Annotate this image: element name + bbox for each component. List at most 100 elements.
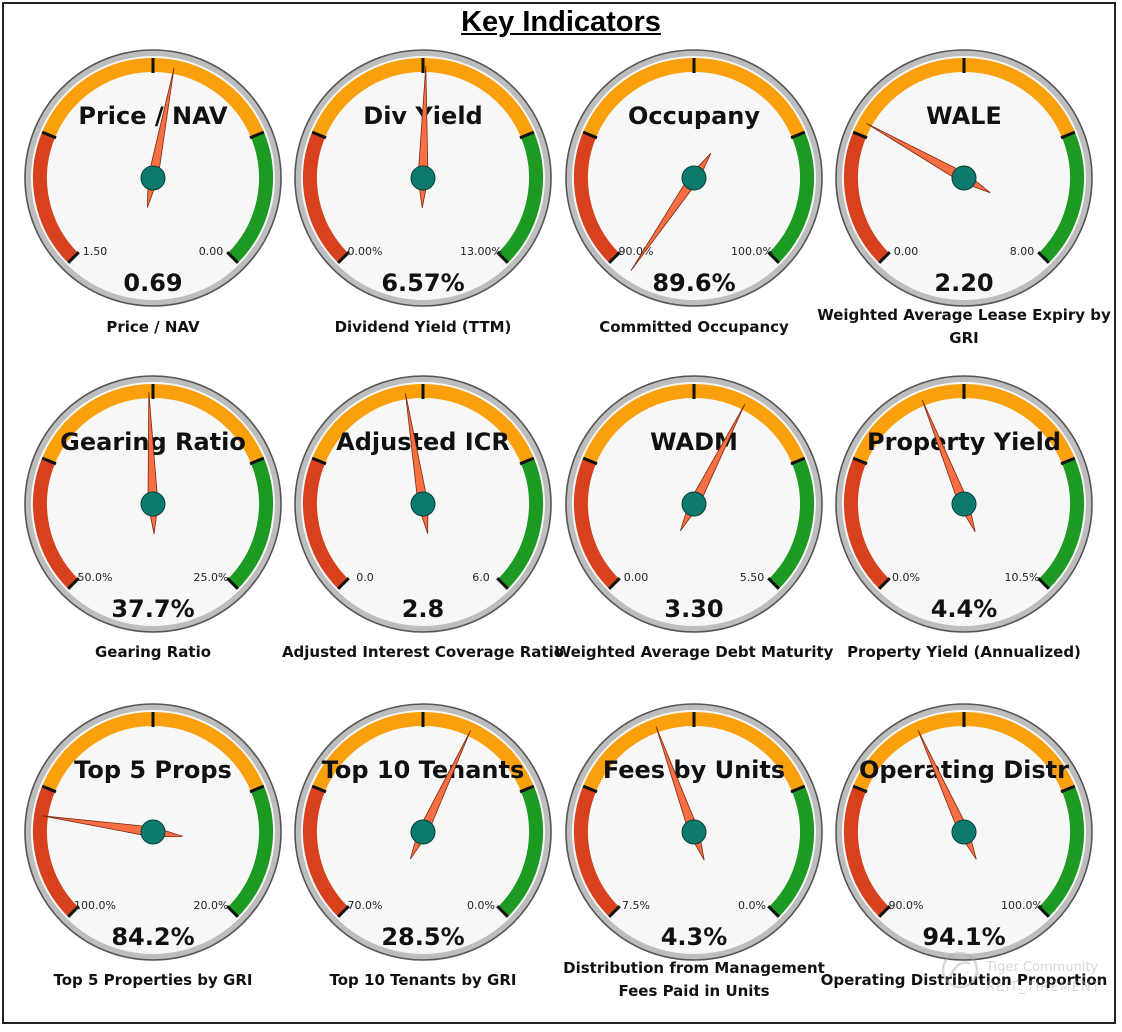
gauge-value: 4.3%: [661, 923, 728, 951]
gauge-tick: [226, 905, 239, 918]
gauge-band-red: [844, 787, 890, 917]
gauge-label: WALE: [926, 102, 1002, 130]
watermark-line-1: Tiger Community: [986, 960, 1099, 975]
gauge-tick: [337, 577, 350, 590]
gauge-min-label: 0.00: [894, 245, 919, 258]
gauge-1: Price / NAV 1.50 0.00 0.69 Price / NAV: [18, 48, 288, 378]
gauge-tick: [878, 251, 891, 264]
gauge-tick: [41, 130, 57, 140]
gauge-tick: [249, 784, 265, 794]
gauge-hub: [410, 491, 436, 517]
gauge-value: 0.69: [123, 269, 182, 297]
gauge-max-label: 0.0%: [467, 899, 495, 912]
gauge-band-green: [1038, 787, 1084, 917]
gauge-band-red: [574, 133, 620, 263]
gauge-tick: [311, 130, 327, 140]
gauge-tick: [496, 905, 509, 918]
gauge-tick: [67, 905, 80, 918]
gauge-label: Top 10 Tenants: [322, 756, 525, 784]
gauge-hub: [140, 491, 166, 517]
gauge-caption: Weighted Average Lease Expiry by GRI: [817, 306, 1111, 347]
gauge-tick: [519, 456, 535, 466]
gauge-min-label: 70.0%: [348, 899, 383, 912]
gauge-3: Occupany 90.0% 100.0% 89.6% Committed Occupa…: [559, 48, 829, 378]
gauge-hub: [681, 491, 707, 517]
gauge-hub: [951, 165, 977, 191]
gauge-dial: Operating Distr 90.0% 100.0% 94.1%: [835, 703, 1093, 961]
gauge-tick: [852, 130, 868, 140]
gauge-band-red: [844, 459, 890, 589]
gauge-tick: [249, 130, 265, 140]
gauge-hub: [410, 819, 436, 845]
gauge-value: 2.8: [402, 595, 445, 623]
gauge-tick: [608, 251, 621, 264]
gauge-band-green: [768, 459, 814, 589]
gauge-band-red: [303, 459, 349, 589]
gauge-max-label: 20.0%: [194, 899, 229, 912]
gauge-min-label: 7.5%: [622, 899, 650, 912]
gauge-min-label: 0.0: [356, 571, 374, 584]
gauge-tick: [67, 577, 80, 590]
gauge-tick: [878, 905, 891, 918]
gauge-max-label: 0.0%: [738, 899, 766, 912]
gauge-tick: [1037, 905, 1050, 918]
gauge-max-label: 100.0%: [731, 245, 773, 258]
gauge-tick: [790, 456, 806, 466]
gauge-tick: [496, 577, 509, 590]
gauge-12: Operating Distr 90.0% 100.0% 94.1% Operating…: [821, 702, 1107, 1032]
gauge-tick: [519, 784, 535, 794]
gauge-hub: [140, 819, 166, 845]
gauge-dial: Adjusted ICR 0.0 6.0 2.8: [294, 375, 552, 633]
gauge-value: 37.7%: [111, 595, 194, 623]
gauge-label: Adjusted ICR: [336, 428, 510, 456]
gauge-label: Top 5 Props: [74, 756, 232, 784]
gauge-value: 2.20: [934, 269, 993, 297]
gauge-tick: [519, 130, 535, 140]
gauge-band-green: [497, 133, 543, 263]
gauge-value: 89.6%: [652, 269, 735, 297]
gauge-tick: [67, 251, 80, 264]
gauge-11: Fees by Units 7.5% 0.0% 4.3% Distribution fr…: [559, 702, 829, 1032]
gauge-value: 3.30: [664, 595, 723, 623]
gauge-hub: [951, 491, 977, 517]
gauge-7: WADM 0.00 5.50 3.30 Weighted Average Debt Ma…: [555, 374, 833, 704]
gauge-band-red: [303, 787, 349, 917]
gauge-tick: [582, 130, 598, 140]
gauge-tick: [496, 251, 509, 264]
gauge-hub: [681, 165, 707, 191]
gauge-band-red: [303, 133, 349, 263]
gauge-dial: Top 10 Tenants 70.0% 0.0%28.5%: [294, 703, 552, 961]
gauge-tick: [311, 784, 327, 794]
gauge-band-green: [227, 787, 273, 917]
gauge-max-label: 100.0%: [1001, 899, 1043, 912]
gauge-label: Operating Distr: [859, 756, 1069, 784]
gauge-caption: Distribution from Management Fees Paid i…: [563, 959, 825, 1000]
gauge-6: Adjusted ICR 0.0 6.0 2.8 Adjusted Interest C…: [282, 374, 564, 704]
gauge-band-red: [574, 787, 620, 917]
gauge-dial: Top 5 Props 100.0% 20.0%84.2%: [24, 703, 282, 961]
gauge-tick: [767, 251, 780, 264]
gauge-min-label: 0.0%: [892, 571, 920, 584]
gauge-min-label: 100.0%: [74, 899, 116, 912]
gauge-dial: Price / NAV 1.50 0.00 0.69: [24, 49, 282, 307]
gauge-hub: [410, 165, 436, 191]
gauge-min-label: 0.00%: [348, 245, 383, 258]
gauge-label: Occupany: [628, 102, 760, 130]
gauge-min-label: 50.0%: [78, 571, 113, 584]
gauge-caption: Operating Distribution Proportion: [820, 970, 1108, 989]
gauge-caption: Property Yield (Annualized): [847, 642, 1081, 661]
gauge-tick: [852, 784, 868, 794]
gauge-value: 6.57%: [381, 269, 464, 297]
gauge-min-label: 90.0%: [889, 899, 924, 912]
watermark: Tiger Community REIT_TIREMENT: [940, 948, 1110, 1018]
gauge-max-label: 10.5%: [1005, 571, 1040, 584]
gauge-tick: [608, 577, 621, 590]
gauge-band-green: [227, 133, 273, 263]
gauge-tick: [311, 456, 327, 466]
gauge-caption: Weighted Average Debt Maturity: [554, 642, 834, 661]
gauge-band-green: [768, 787, 814, 917]
gauge-dial: Property Yield 0.0% 10.5% 4.4%: [835, 375, 1093, 633]
gauge-max-label: 6.0: [472, 571, 490, 584]
